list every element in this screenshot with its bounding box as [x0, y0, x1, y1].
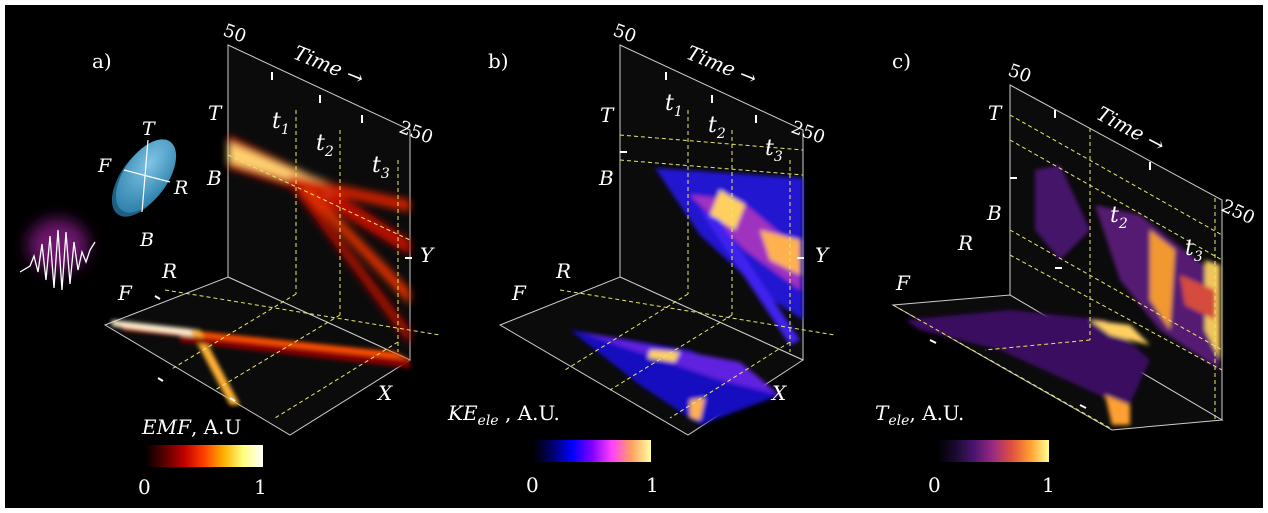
- panel-b-axis-b: B: [598, 166, 614, 190]
- panel-b-colorbar-min: 0: [526, 473, 539, 497]
- panel-b-marker-lines: [559, 110, 836, 419]
- panel-b-side-beams: [655, 168, 803, 345]
- panel-b-axis-t: T: [600, 103, 615, 127]
- panel-c-tag: c): [892, 49, 911, 73]
- panel-c-axis-ticks: [929, 110, 1151, 409]
- lens-label-b: B: [139, 229, 154, 251]
- panel-b-marker-3: t3: [765, 136, 783, 165]
- panel-b-axis-y: Y: [815, 243, 830, 267]
- panel-c-marker-lines: [892, 114, 1223, 429]
- panel-c-colorbar-max: 1: [1042, 473, 1055, 497]
- panel-a-marker-3: t3: [372, 153, 390, 182]
- panel-c-axis-r: R: [957, 231, 973, 255]
- panel-a-axis-t: T: [208, 101, 223, 125]
- panel-a-tag: a): [92, 49, 112, 73]
- panel-c: c) 50 250 Time → t2 t3 T B R F Tele, A.U…: [875, 49, 1258, 497]
- panel-b-axis-f: F: [511, 281, 527, 305]
- panel-c-marker-3: t3: [1185, 236, 1203, 265]
- lens-icon: [111, 139, 177, 217]
- panel-a-axis-b: B: [206, 166, 222, 190]
- panel-b-colorbar: [533, 440, 651, 462]
- laser-pulse-icon: [19, 219, 96, 291]
- panel-c-colorbar-min: 0: [928, 473, 941, 497]
- panel-a: a) 50 250 Time → t1 t2 t3 T B R F X Y T …: [19, 20, 441, 499]
- panel-c-axis-t: T: [988, 101, 1003, 125]
- panel-c-colorbar: [937, 440, 1049, 462]
- panel-a-floor-plane: [103, 276, 412, 436]
- panel-c-axis-b: B: [986, 201, 1002, 225]
- panel-a-axis-y: Y: [420, 243, 435, 267]
- panel-b-marker-1: t1: [665, 91, 683, 120]
- panel-a-floor-beams: [110, 320, 410, 405]
- panel-c-side-features: [1035, 165, 1220, 370]
- panel-a-marker-2: t2: [316, 131, 334, 160]
- panel-b-floor-beams: [570, 330, 780, 425]
- panel-b: b) 50 250 Time → t1 t2 t3 T B R F X Y KE…: [447, 20, 836, 497]
- panel-c-floor-features: [905, 310, 1150, 425]
- lens-label-f: F: [97, 155, 112, 177]
- panel-a-marker-lines: [164, 110, 441, 419]
- panel-c-colorbar-title: Tele, A.U.: [875, 401, 964, 429]
- panel-b-colorbar-title: KEele , A.U.: [447, 401, 560, 429]
- panel-a-axis-f: F: [117, 281, 133, 305]
- panel-c-marker-2: t2: [1110, 203, 1128, 232]
- panel-a-colorbar-min: 0: [138, 475, 151, 499]
- panel-a-side-beams: [228, 135, 410, 345]
- panel-b-colorbar-max: 1: [646, 473, 659, 497]
- panel-b-axis-x: X: [770, 381, 787, 405]
- panel-b-axis-r: R: [555, 259, 571, 283]
- lens-label-r: R: [173, 177, 188, 199]
- panel-a-axis-ticks: [154, 72, 412, 402]
- lens-label-t: T: [142, 118, 156, 140]
- panel-b-marker-2: t2: [708, 113, 726, 142]
- panel-c-axis-f: F: [895, 271, 911, 295]
- panel-a-colorbar-max: 1: [254, 475, 267, 499]
- panel-a-colorbar-title: EMF, A.U: [141, 415, 241, 439]
- panel-a-axis-r: R: [161, 259, 177, 283]
- panel-a-marker-1: t1: [272, 109, 290, 138]
- panel-a-colorbar: [145, 445, 263, 467]
- panel-b-axis-ticks: [620, 72, 804, 259]
- panel-a-axis-x: X: [376, 381, 393, 405]
- panel-b-tag: b): [488, 49, 509, 73]
